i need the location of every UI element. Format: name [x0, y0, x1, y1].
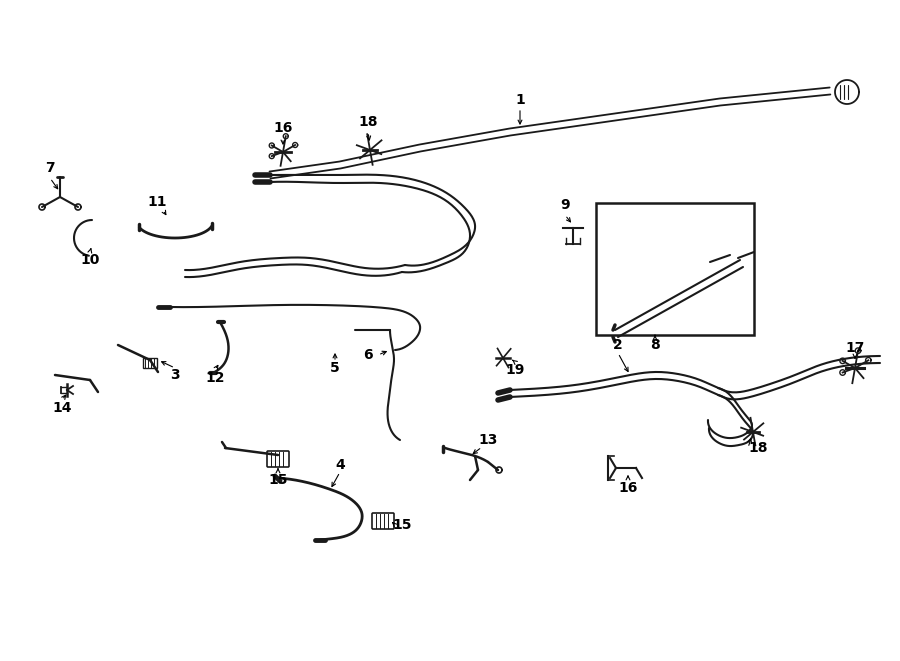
Text: 15: 15	[268, 473, 288, 487]
Text: 19: 19	[505, 363, 525, 377]
Text: 15: 15	[392, 518, 412, 532]
Text: 11: 11	[148, 195, 166, 209]
FancyBboxPatch shape	[267, 451, 289, 467]
Text: 3: 3	[170, 368, 180, 382]
Text: 13: 13	[478, 433, 498, 447]
Text: 5: 5	[330, 361, 340, 375]
Text: 4: 4	[335, 458, 345, 472]
Text: 2: 2	[613, 338, 623, 352]
Text: 16: 16	[274, 121, 292, 135]
Text: 10: 10	[80, 253, 100, 267]
Text: 12: 12	[205, 371, 225, 385]
Bar	[143, 358, 157, 368]
Text: 18: 18	[358, 115, 378, 129]
Text: 17: 17	[845, 341, 865, 355]
Text: 9: 9	[560, 198, 570, 212]
Text: 16: 16	[618, 481, 638, 495]
Text: 8: 8	[650, 338, 660, 352]
Text: 7: 7	[45, 161, 55, 175]
Text: 6: 6	[364, 348, 373, 362]
Bar	[596, 203, 754, 335]
Text: 1: 1	[515, 93, 525, 107]
Text: 18: 18	[748, 441, 768, 455]
Text: 14: 14	[52, 401, 72, 415]
FancyBboxPatch shape	[372, 513, 394, 529]
